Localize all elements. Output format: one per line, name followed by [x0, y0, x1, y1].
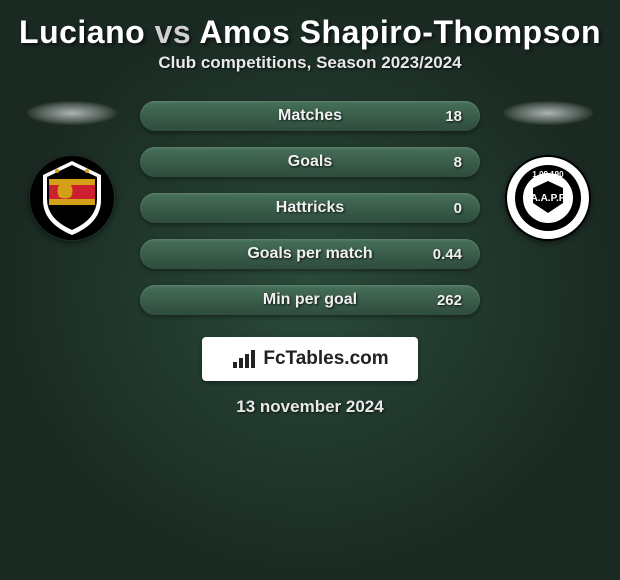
stat-value: 262 [437, 292, 462, 309]
stat-value: 18 [445, 108, 462, 125]
date-text: 13 november 2024 [0, 397, 620, 417]
player2-placeholder-shadow [503, 101, 593, 125]
player2-name: Amos Shapiro-Thompson [199, 14, 601, 50]
sport-recife-icon [29, 155, 115, 241]
stat-bar-goals: Goals 8 [140, 147, 480, 177]
branding-box: FcTables.com [202, 337, 418, 381]
svg-text:1.08.190: 1.08.190 [532, 170, 564, 179]
stat-bar-matches: Matches 18 [140, 101, 480, 131]
stats-bars: Matches 18 Goals 8 Hattricks 0 Goals per… [140, 101, 480, 315]
stat-label: Goals per match [247, 245, 372, 263]
left-side [22, 101, 122, 241]
club1-logo [29, 155, 115, 241]
stat-bar-min-per-goal: Min per goal 262 [140, 285, 480, 315]
right-side: 1.08.190 A.A.P.P [498, 101, 598, 241]
stat-value: 0.44 [433, 246, 462, 263]
stat-label: Hattricks [276, 199, 344, 217]
club2-logo: 1.08.190 A.A.P.P [505, 155, 591, 241]
svg-text:A.A.P.P: A.A.P.P [531, 193, 566, 204]
brand-text: FcTables.com [263, 348, 388, 370]
stat-label: Min per goal [263, 291, 357, 309]
stat-label: Goals [288, 153, 332, 171]
stat-label: Matches [278, 107, 342, 125]
stat-value: 8 [454, 154, 462, 171]
stat-bar-hattricks: Hattricks 0 [140, 193, 480, 223]
player1-placeholder-shadow [27, 101, 117, 125]
player1-name: Luciano [19, 14, 145, 50]
stat-value: 0 [454, 200, 462, 217]
comparison-title: Luciano vs Amos Shapiro-Thompson [0, 0, 620, 53]
main-content: Matches 18 Goals 8 Hattricks 0 Goals per… [0, 101, 620, 315]
chart-icon [231, 348, 257, 370]
subtitle: Club competitions, Season 2023/2024 [0, 53, 620, 73]
ponte-preta-icon: 1.08.190 A.A.P.P [505, 155, 591, 241]
vs-separator: vs [155, 14, 192, 50]
stat-bar-goals-per-match: Goals per match 0.44 [140, 239, 480, 269]
